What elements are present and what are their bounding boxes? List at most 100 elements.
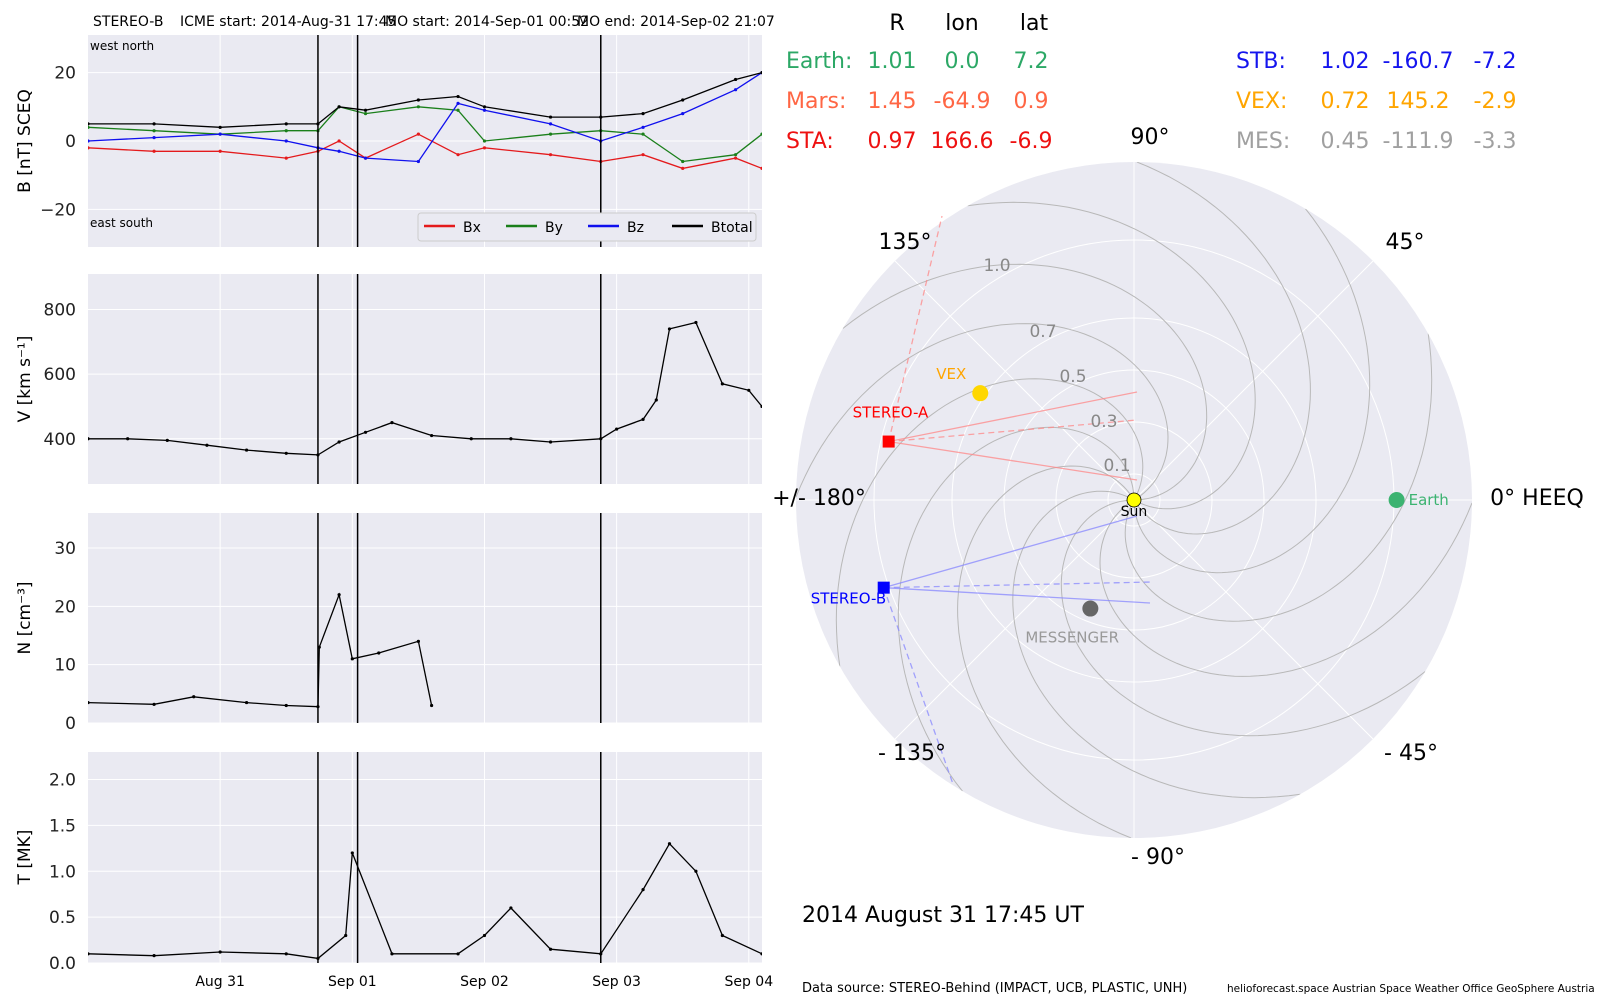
data-point-V: [205, 443, 209, 447]
series-Bz: [88, 72, 762, 163]
data-point-By: [363, 112, 368, 116]
data-point-By: [733, 153, 738, 157]
parker-spiral: [897, 426, 1135, 792]
panel-N: 30 20 10 0 N [cm⁻³]: [15, 513, 762, 734]
table-row-right-lat: -3.3: [1474, 129, 1517, 154]
y-tick-label: −20: [40, 200, 76, 220]
data-point-Btotal: [88, 122, 90, 126]
data-point-Btotal: [456, 94, 460, 99]
table-row-right-r: 1.02: [1321, 49, 1370, 74]
data-point-Bz: [88, 139, 90, 143]
y-tick-label: 20: [54, 64, 76, 84]
y-tick-label: 0.0: [49, 954, 76, 974]
y-tick-label: 2.0: [49, 771, 76, 791]
series-T: [88, 842, 762, 960]
body-label-MESSENGER: MESSENGER: [1025, 629, 1119, 647]
data-point-T: [344, 933, 348, 938]
table-row-left-lon: 0.0: [945, 49, 980, 74]
x-tick-label: Sep 04: [724, 974, 773, 990]
y-tick-label: 0.5: [49, 908, 76, 928]
body-label-Earth: Earth: [1409, 491, 1449, 509]
data-point-V: [469, 437, 473, 441]
parker-spiral: [957, 465, 1135, 838]
data-point-Bz: [337, 149, 341, 153]
legend-label-By: By: [545, 220, 563, 236]
y-tick-label: 600: [44, 365, 76, 385]
series-Bx: [88, 133, 762, 170]
table-row-right-lat: -7.2: [1474, 49, 1517, 74]
polar-inner: [796, 162, 1472, 838]
data-point-By: [88, 125, 90, 129]
y-tick-label: 30: [54, 539, 76, 559]
data-point-N: [284, 703, 288, 708]
legend-label-Bx: Bx: [463, 220, 481, 236]
body-label-Sun: Sun: [1121, 504, 1148, 520]
x-tick-label: Sep 03: [592, 974, 641, 990]
data-point-T: [720, 933, 724, 938]
polar-radial-label: 0.5: [1059, 367, 1086, 387]
data-point-V: [720, 382, 724, 386]
data-point-T: [641, 888, 645, 892]
data-point-V: [337, 440, 341, 444]
legend-box: [417, 212, 757, 242]
panel-V: 800 600 400 V [km s⁻¹]: [15, 274, 762, 484]
data-point-T: [760, 952, 762, 956]
parker-spiral: [796, 323, 1169, 501]
data-point-Bx: [733, 156, 738, 160]
data-point-By: [284, 129, 288, 133]
x-tick-label: Sep 02: [460, 974, 509, 990]
y-tick-label: 800: [44, 301, 76, 321]
parker-spiral: [842, 263, 1208, 501]
sta-fov-line: [888, 419, 1138, 443]
footer-source: Data source: STEREO-Behind (IMPACT, UCB,…: [802, 981, 1187, 996]
y-tick-label: 0: [65, 714, 76, 734]
data-point-V: [641, 417, 645, 421]
y-axis-label: B [nT] SCEQ: [15, 89, 35, 193]
corner-label-bottom: east south: [90, 216, 153, 230]
table-row-left-name: Earth:: [786, 49, 852, 74]
panel-background: [88, 752, 762, 963]
data-point-V: [667, 327, 672, 331]
data-point-N: [88, 700, 90, 705]
polar-angle-label: 0° HEEQ: [1490, 486, 1584, 511]
parker-spiral: [835, 378, 1144, 667]
data-point-N: [430, 703, 434, 708]
table-row-left-lat: 0.9: [1014, 89, 1049, 114]
data-point-V: [760, 404, 762, 409]
y-tick-label: 400: [44, 430, 76, 450]
data-point-Bz: [548, 122, 553, 126]
data-point-By: [482, 139, 487, 143]
stb-fov-line: [883, 515, 1138, 589]
data-point-By: [152, 129, 156, 133]
data-point-T: [88, 952, 90, 956]
parker-spiral: [1124, 333, 1433, 622]
data-point-By: [641, 132, 645, 136]
parker-spiral: [967, 201, 1256, 510]
body-marker-VEX: [972, 385, 989, 402]
table-row-left-lat: 7.2: [1014, 49, 1049, 74]
body-marker-Sun: [1126, 492, 1142, 508]
polar-radial-label: 1.0: [983, 256, 1010, 276]
sta-fov-line: [888, 391, 1138, 443]
panel-background: [88, 274, 762, 484]
data-point-Btotal: [548, 115, 553, 119]
data-point-Btotal: [152, 122, 156, 126]
polar-angle-label: +/- 180°: [772, 486, 866, 511]
polar-radial-label: 0.7: [1029, 322, 1056, 342]
data-point-Bx: [88, 146, 90, 150]
data-point-By: [760, 132, 762, 136]
data-point-V: [126, 437, 130, 441]
parker-spiral: [1133, 162, 1311, 535]
series-Btotal: [88, 71, 762, 128]
data-point-Bx: [416, 132, 420, 136]
data-point-Bx: [681, 166, 685, 170]
stb-fov-line: [883, 587, 954, 785]
x-tick-label: Sep 01: [328, 974, 377, 990]
data-point-Bx: [760, 166, 762, 170]
parker-spiral: [1133, 208, 1371, 574]
table-row-left-name: STA:: [786, 129, 834, 154]
data-point-Bx: [482, 146, 487, 150]
data-point-Btotal: [284, 122, 288, 126]
